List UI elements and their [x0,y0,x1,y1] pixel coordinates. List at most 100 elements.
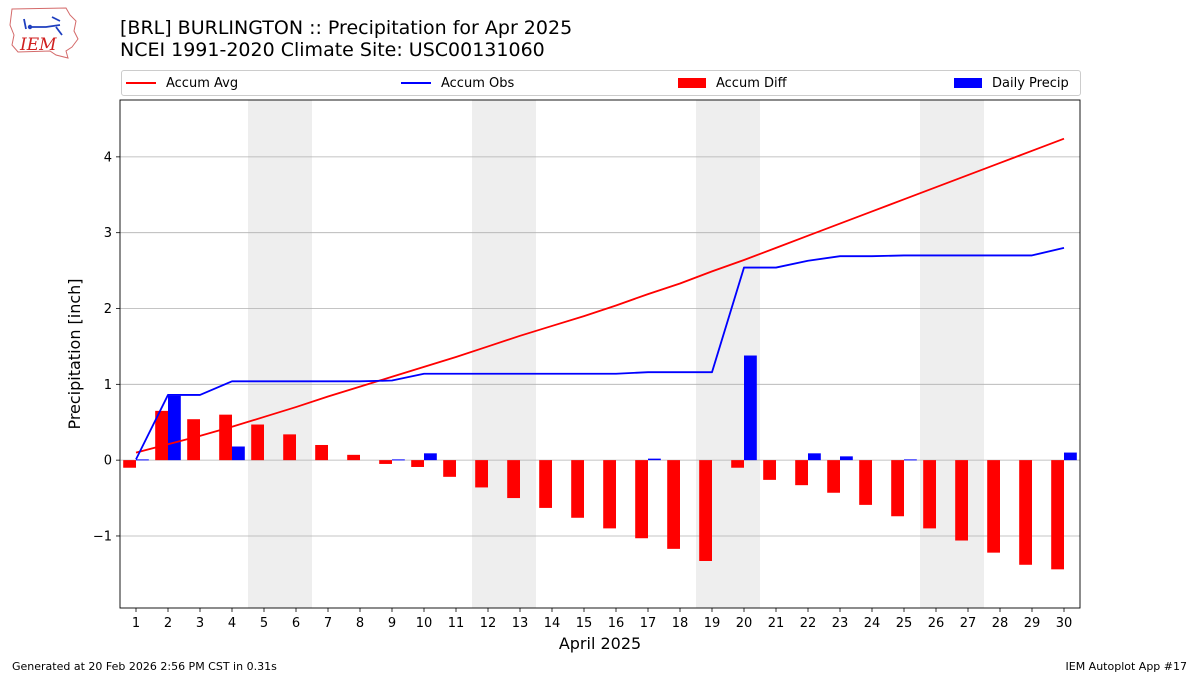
accum-diff-bar [827,460,840,493]
daily-precip-bar [648,458,661,461]
accum-obs-line [135,246,1065,460]
accum-diff-bar [411,460,424,467]
accum-diff-bar [443,460,456,477]
x-tick-label: 2 [164,616,172,631]
x-tick-label: 30 [1056,616,1073,631]
accum-diff-bar [859,460,872,505]
y-tick-label: 4 [104,150,112,165]
accum-diff-bar [347,454,360,461]
accum-diff-bar [923,460,936,529]
legend-label-accum-diff: Accum Diff [716,75,787,91]
x-tick-label: 6 [292,616,300,631]
accum-diff-bar [123,460,136,468]
accum-diff-bar [475,460,488,488]
footer-generated: Generated at 20 Feb 2026 2:56 PM CST in … [12,660,277,673]
accum-diff-bar [635,460,648,539]
daily-precip-bar [904,459,917,461]
legend-swatch-daily-precip [954,78,982,88]
legend-label-accum-obs: Accum Obs [441,75,515,91]
legend-swatch-accum-avg [126,82,156,84]
accum-diff-bar [1019,460,1032,565]
x-tick-label: 20 [736,616,753,631]
y-tick-label: 2 [104,302,112,317]
accum-diff-bar [795,460,808,486]
accum-diff-bar [891,460,904,517]
daily-precip-bar [392,459,405,461]
legend-item-accum-diff: Accum Diff [678,71,787,95]
x-tick-label: 26 [928,616,945,631]
accum-diff-bar [763,460,776,480]
legend-item-daily-precip: Daily Precip [954,71,1069,95]
legend-item-accum-obs: Accum Obs [401,71,514,95]
accum-diff-bar [955,460,968,541]
x-tick-label: 9 [388,616,396,631]
accum-diff-bar [187,419,200,461]
daily-precip-bar [840,456,853,461]
x-tick-label: 23 [832,616,849,631]
accum-diff-bar [539,460,552,508]
daily-precip-bar [808,453,821,461]
x-tick-label: 15 [576,616,593,631]
daily-precip-bar [424,453,437,461]
legend: Accum Avg Accum Obs Accum Diff Daily Pre… [121,70,1081,96]
x-tick-label: 18 [672,616,689,631]
daily-precip-bar [232,446,245,461]
accum-diff-bar [315,444,328,461]
accum-diff-bar [667,460,680,549]
x-tick-label: 3 [196,616,204,631]
footer-app: IEM Autoplot App #17 [1065,660,1188,673]
x-axis-label: April 2025 [559,634,641,653]
chart-title-line1: [BRL] BURLINGTON :: Precipitation for Ap… [120,17,573,39]
legend-label-daily-precip: Daily Precip [992,75,1069,91]
x-tick-label: 13 [512,616,529,631]
plot-frame [119,99,1081,609]
chart-title-line2: NCEI 1991-2020 Climate Site: USC00131060 [120,39,545,61]
x-tick-label: 22 [800,616,817,631]
x-tick-label: 8 [356,616,364,631]
accum-diff-bar [603,460,616,529]
x-tick-label: 27 [960,616,977,631]
x-tick-label: 24 [864,616,881,631]
accum-diff-bar [1051,460,1064,570]
iem-logo: IEM [9,7,79,59]
accum-diff-bar [251,424,264,461]
legend-swatch-accum-diff [678,78,706,88]
accum-diff-bar [699,460,712,561]
x-tick-label: 5 [260,616,268,631]
y-tick-label: 1 [104,378,112,393]
x-tick-label: 25 [896,616,913,631]
x-tick-label: 7 [324,616,332,631]
daily-precip-bar [744,355,757,461]
x-tick-label: 21 [768,616,785,631]
y-tick-label: 3 [104,226,112,241]
x-tick-label: 10 [416,616,433,631]
weekend-band-4 [920,100,984,608]
daily-precip-bar [168,395,181,461]
y-tick-label: 0 [104,454,112,469]
legend-label-accum-avg: Accum Avg [166,75,239,91]
accum-diff-bar [571,460,584,518]
legend-swatch-accum-obs [401,82,431,84]
x-tick-label: 17 [640,616,657,631]
x-tick-label: 4 [228,616,236,631]
x-tick-label: 14 [544,616,561,631]
x-tick-label: 19 [704,616,721,631]
daily-precip-bar [136,459,149,461]
y-tick-label: −1 [93,529,112,544]
daily-precip-bar [1064,452,1077,461]
accum-diff-bar [155,410,168,461]
x-tick-label: 29 [1024,616,1041,631]
accum-avg-line [135,137,1065,454]
accum-diff-bar [507,460,520,499]
weekend-band-1 [248,100,312,608]
legend-item-accum-avg: Accum Avg [126,71,238,95]
y-axis-label: Precipitation [inch] [65,278,84,429]
weekend-band-2 [472,100,536,608]
x-tick-label: 11 [448,616,465,631]
accum-diff-bar [283,434,296,461]
accum-diff-bar [987,460,1000,553]
accum-diff-bar [731,460,744,468]
accum-diff-bar [219,414,232,461]
x-tick-label: 12 [480,616,497,631]
